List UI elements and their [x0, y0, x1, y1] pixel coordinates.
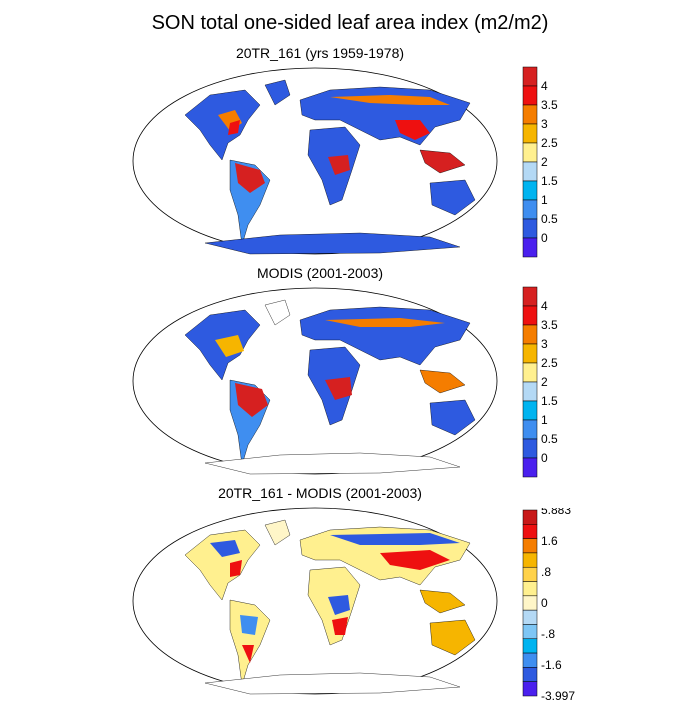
colorbar-swatch: [522, 161, 538, 182]
colorbar-swatch: [522, 199, 538, 220]
colorbar-swatch: [522, 524, 538, 539]
colorbar-swatch: [522, 652, 538, 668]
colorbar-label: 5.883: [541, 508, 571, 517]
world-map-model: [132, 67, 498, 255]
colorbar-label: 4: [541, 299, 548, 313]
colorbar-label: 1.5: [541, 174, 558, 188]
colorbar-label: 2.5: [541, 136, 558, 150]
colorbar-swatch: [522, 509, 538, 525]
colorbar-label: 0: [541, 451, 548, 465]
colorbar-swatch: [522, 552, 538, 568]
panel-title: 20TR_161 (yrs 1959-1978): [235, 45, 405, 61]
colorbar-label: 4: [541, 79, 548, 93]
colorbar-swatch: [522, 343, 538, 364]
colorbar-swatch: [522, 142, 538, 163]
main-title: SON total one-sided leaf area index (m2/…: [151, 12, 549, 34]
colorbar-swatch: [522, 438, 538, 459]
colorbar-swatch: [522, 305, 538, 326]
colorbar-label: 0: [541, 596, 548, 610]
panel-title: 20TR_161 - MODIS (2001-2003): [218, 485, 422, 501]
colorbar-label: 2: [541, 155, 548, 169]
colorbar-swatch: [522, 362, 538, 383]
panel-model: 20TR_161 (yrs 1959-1978) 4 3.5 3 2.5 2 1.5 1 0.…: [0, 45, 700, 270]
colorbar-label: 2: [541, 375, 548, 389]
colorbar-label: 3: [541, 337, 548, 351]
colorbar-swatch: [522, 237, 538, 258]
colorbar-swatch: [522, 457, 538, 478]
colorbar-swatch: [522, 609, 538, 625]
colorbar-swatch: [522, 566, 538, 582]
colorbar-swatch: [522, 218, 538, 239]
panel-modis: MODIS (2001-2003) 4 3.5 3 2.5 2 1.5 1 0.5 0: [0, 265, 700, 490]
colorbar-label: 1: [541, 413, 548, 427]
colorbar-label: -.8: [541, 627, 555, 641]
colorbar-swatch: [522, 638, 538, 654]
colorbar-label: 0: [541, 231, 548, 245]
colorbar-swatch: [522, 419, 538, 440]
colorbar-swatch: [522, 85, 538, 106]
colorbar-label: 1: [541, 193, 548, 207]
colorbar-swatch: [522, 381, 538, 402]
colorbar-difference: 5.883 1.6 .8 0 -.8 -1.6 -3.997: [522, 508, 575, 703]
colorbar-label: -3.997: [541, 689, 575, 703]
colorbar-swatch: [522, 581, 538, 597]
colorbar-modis: 4 3.5 3 2.5 2 1.5 1 0.5 0: [522, 286, 558, 478]
colorbar-swatch: [522, 286, 538, 307]
colorbar-label: 0.5: [541, 212, 558, 226]
colorbar-label: .8: [541, 565, 551, 579]
colorbar-label: 3: [541, 117, 548, 131]
colorbar-swatch: [522, 667, 538, 682]
panel-difference: 20TR_161 - MODIS (2001-2003) 5.883 1.6 .8 0…: [0, 485, 700, 710]
colorbar-label: 1.6: [541, 534, 558, 548]
colorbar-label: 3.5: [541, 98, 558, 112]
colorbar-model: 4 3.5 3 2.5 2 1.5 1 0.5 0: [522, 66, 558, 258]
colorbar-label: 2.5: [541, 356, 558, 370]
colorbar-label: 0.5: [541, 432, 558, 446]
colorbar-swatch: [522, 180, 538, 201]
colorbar-label: 3.5: [541, 318, 558, 332]
colorbar-swatch: [522, 324, 538, 345]
colorbar-swatch: [522, 400, 538, 421]
colorbar-swatch: [522, 595, 538, 611]
colorbar-swatch: [522, 681, 538, 697]
panel-title: MODIS (2001-2003): [256, 265, 384, 281]
colorbar-label: -1.6: [541, 658, 562, 672]
colorbar-swatch: [522, 123, 538, 144]
colorbar-swatch: [522, 538, 538, 554]
colorbar-label: 1.5: [541, 394, 558, 408]
colorbar-swatch: [522, 66, 538, 87]
colorbar-swatch: [522, 104, 538, 125]
world-map-modis: [132, 287, 498, 475]
colorbar-swatch: [522, 624, 538, 640]
world-map-difference: [132, 507, 498, 695]
